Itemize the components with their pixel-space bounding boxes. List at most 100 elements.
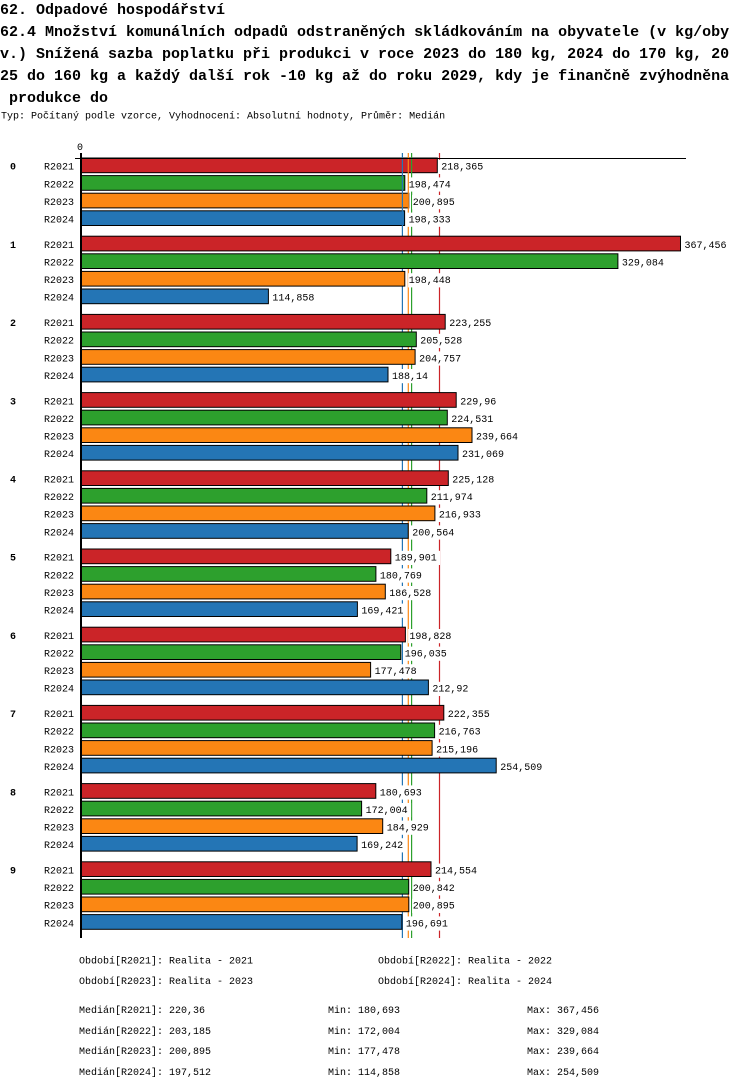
svg-text:R2023: R2023 xyxy=(44,354,74,365)
svg-text:R2023: R2023 xyxy=(44,511,74,522)
svg-text:186,528: 186,528 xyxy=(389,589,431,600)
svg-text:62.4 Množství komunálních odpa: 62.4 Množství komunálních odpadů odstran… xyxy=(0,24,729,41)
svg-text:v.) Snížená sazba poplatku při: v.) Snížená sazba poplatku při produkci … xyxy=(0,46,729,63)
svg-text:211,974: 211,974 xyxy=(431,493,473,504)
svg-text:R2022: R2022 xyxy=(44,259,74,270)
svg-text:R2024: R2024 xyxy=(44,528,74,539)
svg-text:200,842: 200,842 xyxy=(413,884,455,895)
svg-text:R2022: R2022 xyxy=(44,650,74,661)
svg-text:216,933: 216,933 xyxy=(439,511,481,522)
svg-text:R2022: R2022 xyxy=(44,415,74,426)
svg-text:Medián[R2023]: 200,895: Medián[R2023]: 200,895 xyxy=(79,1046,211,1058)
svg-text:Max: 254,509: Max: 254,509 xyxy=(527,1068,599,1079)
svg-text:R2021: R2021 xyxy=(44,397,74,408)
svg-text:R2023: R2023 xyxy=(44,433,74,444)
svg-text:Medián[R2021]: 220,36: Medián[R2021]: 220,36 xyxy=(79,1005,205,1017)
svg-text:Období[R2024]: Realita - 2024: Období[R2024]: Realita - 2024 xyxy=(378,976,552,988)
svg-text:R2023: R2023 xyxy=(44,276,74,287)
svg-text:25 do 160 kg a každý další rok: 25 do 160 kg a každý další rok -10 kg až… xyxy=(0,68,729,85)
svg-text:172,004: 172,004 xyxy=(366,806,408,817)
svg-text:196,691: 196,691 xyxy=(406,919,448,930)
svg-text:200,895: 200,895 xyxy=(413,902,455,913)
svg-text:Medián[R2024]: 197,512: Medián[R2024]: 197,512 xyxy=(79,1067,211,1079)
svg-text:6: 6 xyxy=(10,632,16,643)
svg-text:62. Odpadové hospodářství: 62. Odpadové hospodářství xyxy=(0,2,225,19)
svg-text:R2022: R2022 xyxy=(44,728,74,739)
svg-text:R2023: R2023 xyxy=(44,198,74,209)
svg-text:R2023: R2023 xyxy=(44,745,74,756)
svg-text:196,035: 196,035 xyxy=(405,650,447,661)
svg-text:Max: 329,084: Max: 329,084 xyxy=(527,1027,599,1038)
svg-text:R2021: R2021 xyxy=(44,632,74,643)
svg-text:R2024: R2024 xyxy=(44,372,74,383)
svg-text:R2023: R2023 xyxy=(44,902,74,913)
svg-text:R2024: R2024 xyxy=(44,841,74,852)
svg-text:229,96: 229,96 xyxy=(460,397,496,408)
svg-text:188,14: 188,14 xyxy=(392,372,428,383)
svg-text:0: 0 xyxy=(10,163,16,174)
svg-text:177,478: 177,478 xyxy=(375,667,417,678)
svg-text:5: 5 xyxy=(10,554,16,565)
svg-text:169,242: 169,242 xyxy=(361,841,403,852)
svg-text:9: 9 xyxy=(10,867,16,878)
svg-text:Období[R2023]: Realita - 2023: Období[R2023]: Realita - 2023 xyxy=(79,976,253,988)
svg-text:R2021: R2021 xyxy=(44,163,74,174)
svg-text:Max: 367,456: Max: 367,456 xyxy=(527,1006,599,1017)
svg-text:239,664: 239,664 xyxy=(476,433,518,444)
svg-text:R2024: R2024 xyxy=(44,607,74,618)
svg-text:189,901: 189,901 xyxy=(395,554,437,565)
svg-text:R2024: R2024 xyxy=(44,919,74,930)
svg-text:R2022: R2022 xyxy=(44,493,74,504)
svg-text:329,084: 329,084 xyxy=(622,259,664,270)
svg-text:215,196: 215,196 xyxy=(436,745,478,756)
svg-text:R2022: R2022 xyxy=(44,337,74,348)
svg-text:Období[R2021]: Realita - 2021: Období[R2021]: Realita - 2021 xyxy=(79,956,253,968)
svg-text:0: 0 xyxy=(77,143,83,154)
svg-text:224,531: 224,531 xyxy=(451,415,493,426)
svg-text:169,421: 169,421 xyxy=(361,607,403,618)
svg-text:205,528: 205,528 xyxy=(420,337,462,348)
svg-text:R2022: R2022 xyxy=(44,180,74,191)
svg-text:Období[R2022]: Realita - 2022: Období[R2022]: Realita - 2022 xyxy=(378,956,552,968)
svg-text:R2024: R2024 xyxy=(44,216,74,227)
svg-text:222,355: 222,355 xyxy=(448,710,490,721)
svg-text:R2021: R2021 xyxy=(44,867,74,878)
svg-text:214,554: 214,554 xyxy=(435,867,477,878)
svg-text:R2024: R2024 xyxy=(44,685,74,696)
svg-text:Max: 239,664: Max: 239,664 xyxy=(527,1047,599,1058)
svg-text:198,448: 198,448 xyxy=(409,276,451,287)
svg-text:2: 2 xyxy=(10,319,16,330)
svg-text:R2021: R2021 xyxy=(44,476,74,487)
svg-text:198,474: 198,474 xyxy=(409,180,451,191)
svg-text:R2023: R2023 xyxy=(44,589,74,600)
svg-text:184,929: 184,929 xyxy=(387,824,429,835)
svg-text:produkce do: produkce do xyxy=(0,90,108,107)
svg-text:Min: 114,858: Min: 114,858 xyxy=(328,1067,400,1079)
svg-text:R2023: R2023 xyxy=(44,824,74,835)
svg-text:198,828: 198,828 xyxy=(409,632,451,643)
svg-text:114,858: 114,858 xyxy=(272,294,314,305)
svg-text:200,895: 200,895 xyxy=(413,198,455,209)
svg-text:223,255: 223,255 xyxy=(449,319,491,330)
svg-text:Typ: Počítaný podle vzorce, Vy: Typ: Počítaný podle vzorce, Vyhodnocení:… xyxy=(1,110,445,123)
svg-text:367,456: 367,456 xyxy=(685,241,727,252)
svg-text:R2021: R2021 xyxy=(44,710,74,721)
svg-text:212,92: 212,92 xyxy=(432,685,468,696)
svg-text:225,128: 225,128 xyxy=(452,476,494,487)
svg-text:180,693: 180,693 xyxy=(380,788,422,799)
svg-text:4: 4 xyxy=(10,476,16,487)
svg-text:1: 1 xyxy=(10,241,16,252)
svg-text:R2022: R2022 xyxy=(44,806,74,817)
svg-text:3: 3 xyxy=(10,397,16,408)
svg-text:R2023: R2023 xyxy=(44,667,74,678)
svg-text:R2021: R2021 xyxy=(44,241,74,252)
svg-text:Min: 180,693: Min: 180,693 xyxy=(328,1005,400,1017)
svg-text:R2024: R2024 xyxy=(44,294,74,305)
svg-text:R2021: R2021 xyxy=(44,319,74,330)
svg-text:R2021: R2021 xyxy=(44,554,74,565)
svg-text:7: 7 xyxy=(10,710,16,721)
svg-text:216,763: 216,763 xyxy=(439,728,481,739)
svg-text:R2024: R2024 xyxy=(44,763,74,774)
svg-text:Medián[R2022]: 203,185: Medián[R2022]: 203,185 xyxy=(79,1026,211,1038)
svg-text:8: 8 xyxy=(10,788,16,799)
